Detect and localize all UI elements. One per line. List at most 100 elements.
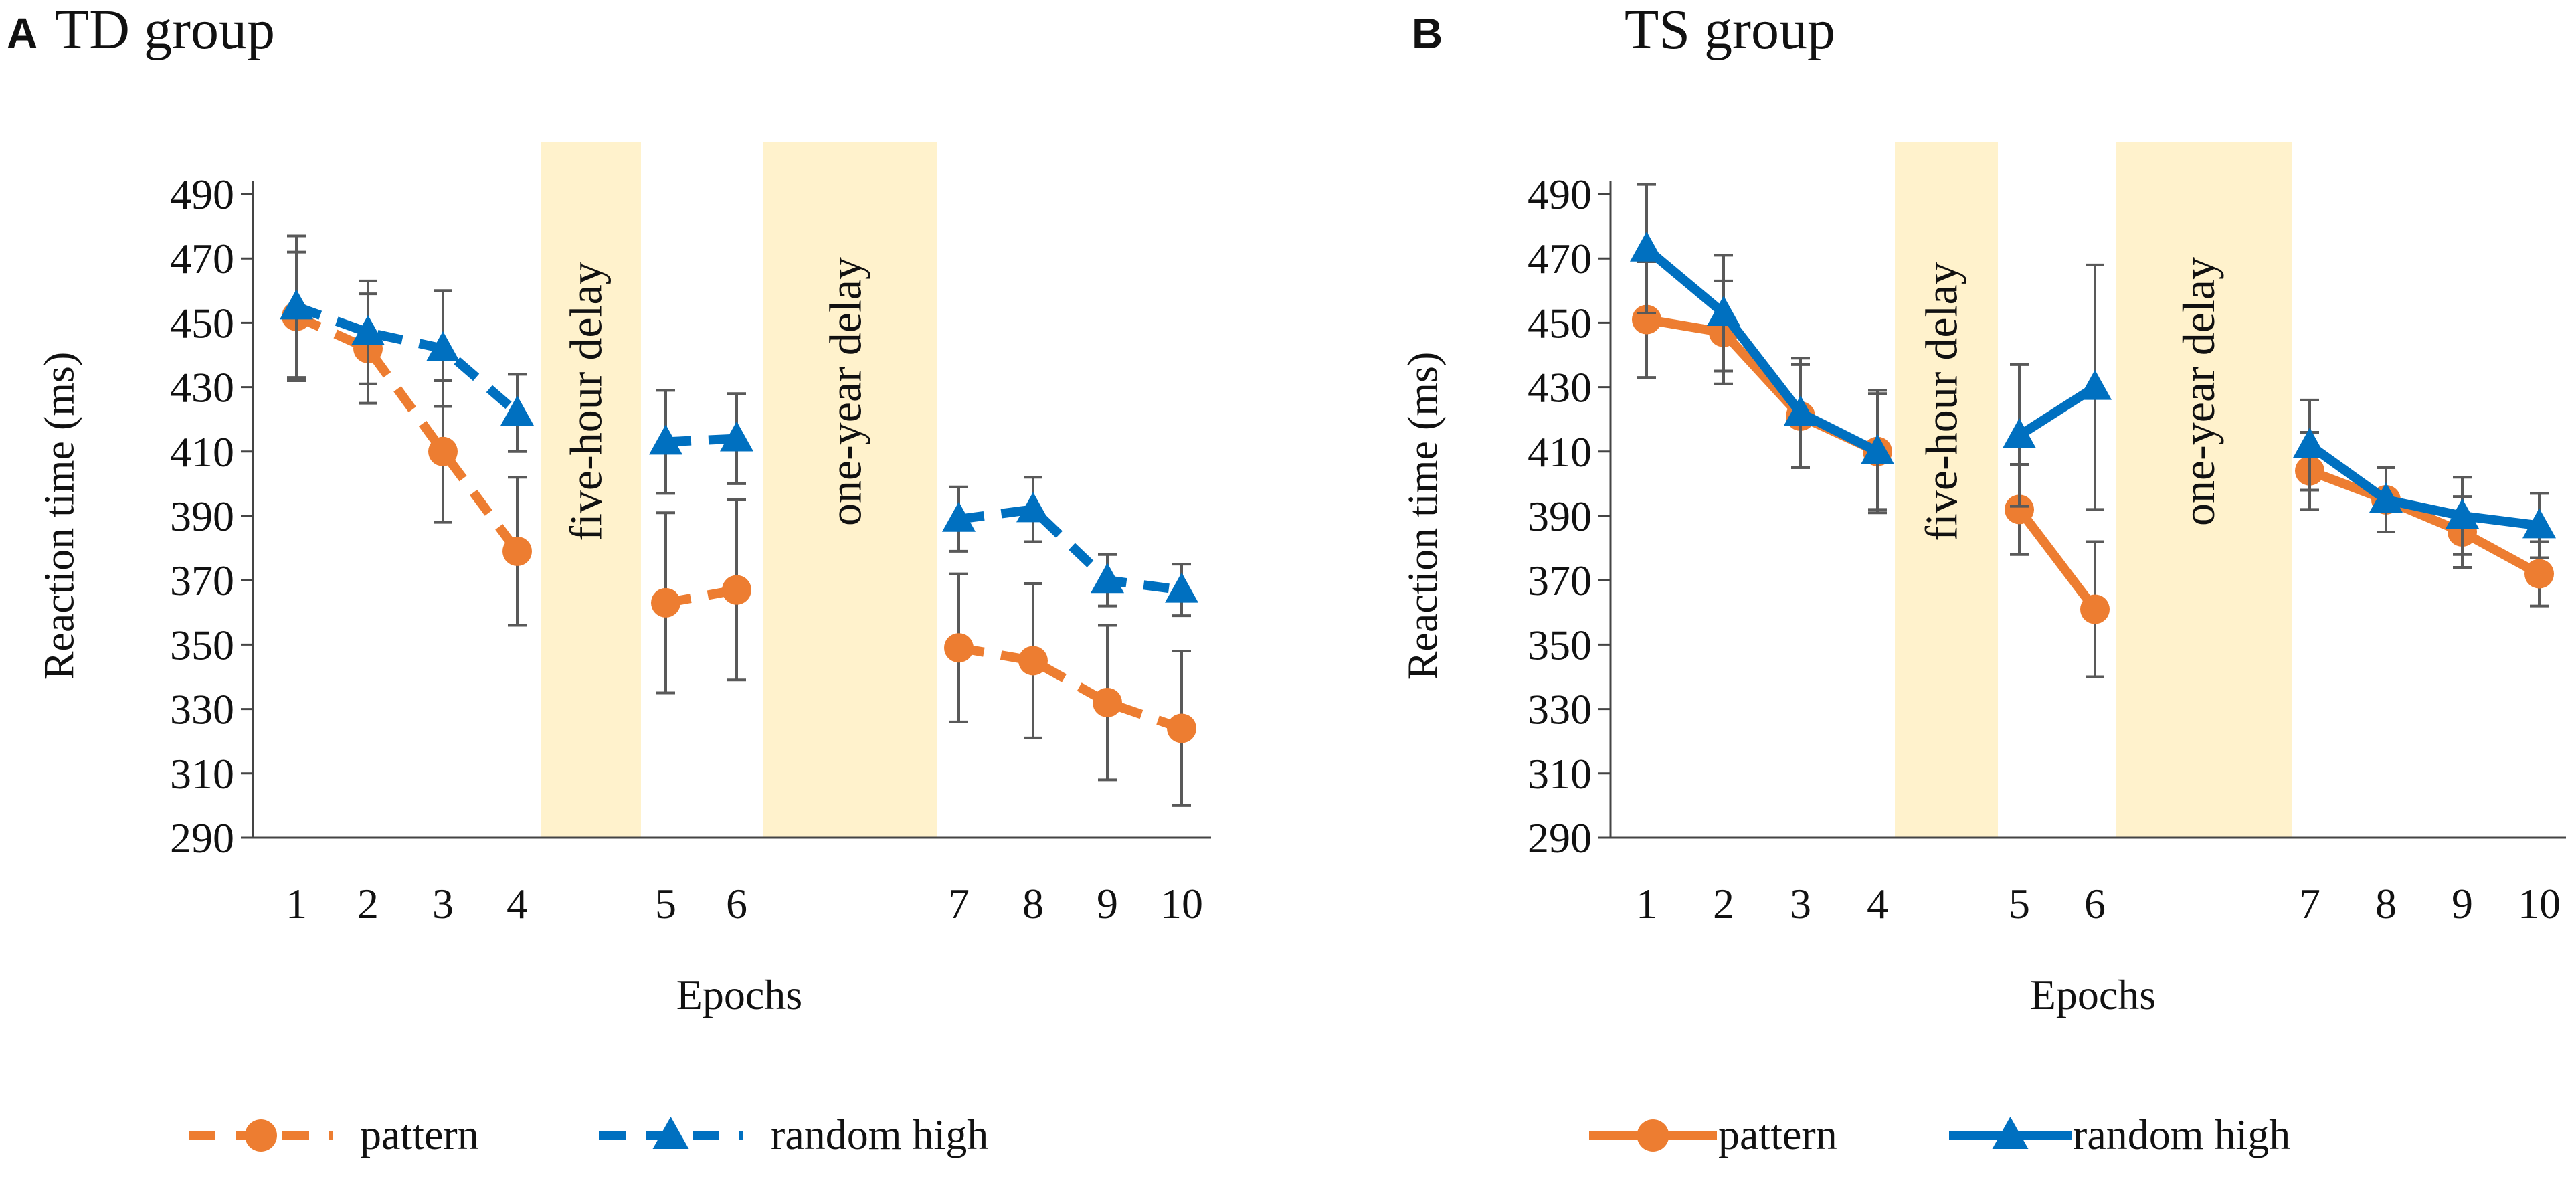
y-tick-label: 390 (1528, 492, 1592, 540)
chart-title: TD group (55, 0, 275, 61)
x-tick-label: 5 (2009, 880, 2030, 927)
x-tick-label: 8 (2375, 880, 2397, 927)
x-tick-label: 5 (655, 880, 676, 927)
series-random-high (280, 234, 1198, 618)
data-point (1707, 295, 1740, 326)
x-tick-label: 7 (2299, 880, 2320, 927)
y-tick-label: 330 (170, 686, 234, 733)
panel-label: B (1412, 9, 1443, 58)
x-tick-label: 1 (286, 880, 307, 927)
delay-label: five-hour delay (1916, 262, 1967, 541)
legend-marker (652, 1117, 689, 1149)
x-tick-label: 3 (1790, 880, 1811, 927)
y-tick-label: 450 (1528, 299, 1592, 347)
x-tick-label: 6 (726, 880, 747, 927)
y-tick-label: 450 (170, 299, 234, 347)
data-point (2369, 482, 2403, 513)
x-tick-label: 8 (1022, 880, 1044, 927)
delay-band (763, 142, 937, 838)
delay-band (1895, 142, 1998, 838)
x-tick-label: 10 (1160, 880, 1203, 927)
y-axis-label: Reaction time (ms) (1399, 352, 1447, 680)
legend-label-pattern: pattern (1718, 1111, 1837, 1158)
y-tick-label: 370 (170, 557, 234, 604)
legend-swatch-pattern (189, 1119, 333, 1152)
data-point (500, 395, 534, 426)
y-tick-label: 350 (170, 621, 234, 668)
panel-b: B TS group five-hour delay one-year delay… (1399, 0, 2566, 1158)
delay-label: one-year delay (820, 257, 871, 526)
x-tick-label: 2 (1713, 880, 1734, 927)
data-point (2078, 369, 2112, 400)
panel-a: A TD group five-hour delay one-year delay… (7, 0, 1211, 1158)
y-tick-label: 370 (1528, 557, 1592, 604)
data-point (1018, 646, 1048, 676)
data-point (1165, 572, 1198, 603)
x-tick-label: 7 (948, 880, 970, 927)
data-point (649, 424, 682, 455)
data-point (944, 633, 974, 663)
x-tick-label: 3 (432, 880, 454, 927)
y-axis-label: Reaction time (ms) (35, 352, 83, 680)
x-axis-label: Epochs (2030, 971, 2156, 1018)
data-point (1630, 231, 1663, 262)
delay-band (2116, 142, 2292, 838)
y-tick-label: 490 (1528, 171, 1592, 218)
series-pattern (1632, 260, 2554, 678)
delay-label: one-year delay (2173, 257, 2224, 526)
data-point (1091, 563, 1124, 594)
y-tick-label: 290 (170, 814, 234, 862)
x-tick-label: 2 (357, 880, 379, 927)
y-tick-label: 470 (170, 235, 234, 282)
legend-label-pattern: pattern (360, 1111, 479, 1158)
legend-label-random-high: random high (771, 1111, 988, 1158)
x-tick-label: 1 (1636, 880, 1657, 927)
series-line (294, 312, 521, 555)
x-axis-label: Epochs (676, 971, 802, 1018)
series-line (665, 434, 737, 447)
y-tick-label: 310 (1528, 750, 1592, 798)
legend-swatch-random-high (599, 1117, 743, 1149)
panel-label: A (7, 9, 37, 58)
chart-title: TS group (1625, 0, 1835, 61)
data-point (1093, 687, 1122, 717)
x-tick-label: 6 (2084, 880, 2106, 927)
legend: pattern random high (189, 1111, 988, 1158)
data-point (2522, 508, 2556, 539)
data-point (2524, 559, 2554, 589)
data-point (2005, 494, 2034, 525)
series-random-high (1630, 183, 2556, 559)
legend-label-random-high: random high (2073, 1111, 2290, 1158)
y-tick-label: 410 (1528, 428, 1592, 476)
delay-band (541, 142, 641, 838)
data-point (1016, 492, 1050, 523)
y-tick-label: 310 (170, 750, 234, 798)
x-tick-label: 4 (1867, 880, 1888, 927)
y-tick-label: 410 (170, 428, 234, 476)
data-point (428, 436, 458, 466)
data-point (1861, 434, 1894, 464)
data-point (2446, 498, 2479, 529)
data-point (2293, 428, 2326, 458)
series-line (2015, 505, 2100, 614)
data-point (280, 289, 313, 320)
y-tick-label: 490 (170, 171, 234, 218)
y-tick-label: 470 (1528, 235, 1592, 282)
legend-marker (1992, 1117, 2029, 1149)
data-point (720, 421, 753, 452)
data-point (2080, 594, 2110, 624)
legend-marker (1637, 1119, 1669, 1152)
x-tick-label: 9 (1097, 880, 1118, 927)
y-tick-label: 430 (170, 364, 234, 412)
data-point (426, 331, 460, 361)
data-point (502, 536, 532, 566)
legend-swatch-random-high (1949, 1117, 2072, 1149)
series-line (958, 505, 1182, 595)
delay-label: five-hour delay (561, 262, 612, 541)
x-tick-label: 9 (2452, 880, 2473, 927)
series-line (957, 643, 1184, 733)
x-tick-label: 10 (2518, 880, 2561, 927)
y-tick-label: 350 (1528, 621, 1592, 668)
data-point (1784, 395, 1817, 426)
